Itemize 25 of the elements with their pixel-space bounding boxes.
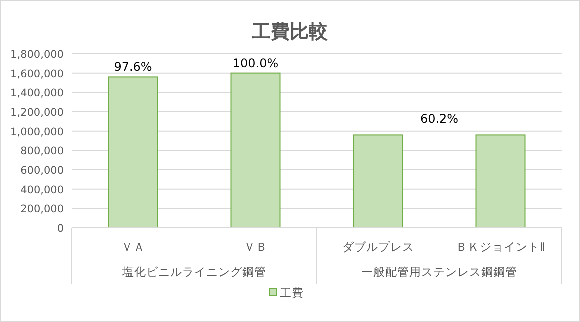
y-tick-label: 800,000 — [20, 146, 64, 158]
legend-label: 工費 — [280, 286, 304, 300]
y-tick-label: 400,000 — [20, 184, 64, 196]
y-tick-label: 1,600,000 — [10, 68, 64, 80]
bar — [230, 72, 281, 228]
y-tick-label: 1,400,000 — [10, 88, 64, 100]
x-tick-label: ＶＢ — [244, 240, 268, 254]
annotation: 97.6% — [114, 60, 152, 74]
bar — [476, 134, 526, 228]
x-tick-label: ダブルプレス — [342, 240, 414, 254]
y-tick-label: 200,000 — [20, 204, 64, 216]
y-tick-label: 1,000,000 — [10, 126, 64, 138]
y-tick-label: 1,800,000 — [10, 49, 64, 61]
x-tick-label: ＶＡ — [121, 240, 146, 254]
y-tick-label: 1,200,000 — [10, 107, 64, 119]
bar — [108, 76, 158, 228]
chart-title: 工費比較 — [251, 21, 329, 43]
annotation: 60.2% — [420, 112, 459, 126]
annotation: 100.0% — [232, 56, 279, 70]
text: 塩化ビニルライニング鋼管 — [122, 265, 266, 279]
text: 一般配管用ステンレス鋼鋼管 — [362, 265, 518, 279]
bar — [353, 134, 404, 228]
y-tick-label: 600,000 — [20, 165, 64, 177]
x-tick-label: ＢＫジョイントⅡ — [456, 240, 546, 254]
y-tick-label: 0 — [57, 223, 64, 235]
